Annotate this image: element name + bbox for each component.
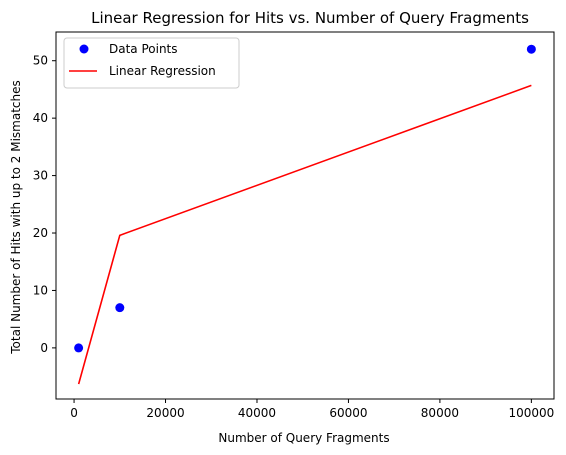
y-axis-label: Total Number of Hits with up to 2 Mismat… [9,80,23,355]
regression-line [77,84,532,385]
y-tick-label: 40 [33,111,48,125]
y-tick-label: 0 [40,341,48,355]
x-tick-label: 100000 [508,406,554,420]
ticks-layer: 0 20000 40000 60000 80000 100000 0 10 20 30 40 50 [33,54,555,420]
x-tick-label: 20000 [146,406,184,420]
y-tick-label: 10 [33,283,48,297]
x-tick-label: 60000 [329,406,367,420]
x-tick-label: 80000 [421,406,459,420]
legend: Data Points Linear Regression [63,37,240,89]
x-tick-label: 40000 [238,406,276,420]
x-axis-label: Number of Query Fragments [218,431,389,445]
legend-marker-scatter [79,44,89,54]
x-tick-label: 0 [70,406,78,420]
y-tick-label: 30 [33,169,48,183]
legend-box [63,37,240,89]
plot-frame [55,31,555,400]
legend-label: Data Points [109,42,178,56]
data-point [526,44,536,54]
chart-title: Linear Regression for Hits vs. Number of… [91,9,529,27]
data-point [74,343,84,353]
y-tick-label: 50 [33,54,48,68]
data-point [115,303,125,313]
y-tick-label: 20 [33,226,48,240]
plot-layer [74,44,536,385]
legend-label: Linear Regression [109,64,216,78]
